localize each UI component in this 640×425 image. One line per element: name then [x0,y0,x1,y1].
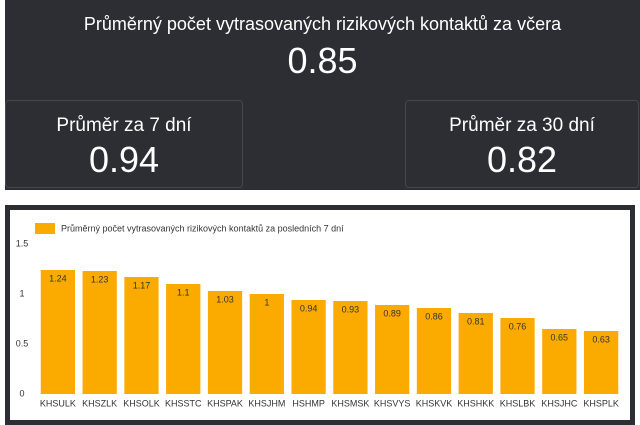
bar [166,284,201,394]
x-tick-label: KHSULK [40,398,76,408]
bar [458,313,493,394]
data-label: 0.94 [300,303,318,313]
x-tick-label: KHSLBK [500,398,536,408]
data-label: 0.63 [592,334,610,344]
legend-swatch [35,223,55,234]
kpi-card: Průměr za 7 dní 0.94 [5,100,243,188]
bar [207,291,243,394]
x-tick-label: KHSPAK [207,398,243,408]
bar [333,301,368,394]
bar [416,308,452,394]
bar [40,270,76,394]
card-title: Průměr za 7 dní [56,115,192,136]
data-label: 1.23 [91,274,109,284]
bar [375,305,410,394]
kpi-title: Průměrný počet vytrasovaných rizikových … [83,14,562,34]
bar [291,300,326,394]
x-tick-label: KHSMSK [331,398,369,408]
y-tick-label: 0.5 [16,338,29,348]
x-tick-label: KHSOLK [123,398,160,408]
bar [82,271,117,394]
legend-label: Průměrný počet vytrasovaných rizikových … [61,223,344,233]
card-value: 0.82 [486,139,558,180]
bar [500,318,535,394]
data-label: 0.81 [467,316,485,326]
bar [249,294,284,394]
kpi-panel: Průměrný počet vytrasovaných rizikových … [5,0,640,190]
x-tick-label: KHSPLK [583,398,619,408]
data-label: 1 [264,297,269,307]
data-label: 0.89 [383,308,401,318]
data-label: 1.03 [216,294,234,304]
x-tick-label: KHSSTC [165,398,202,408]
data-label: 0.76 [509,321,527,331]
card-value: 0.94 [88,139,160,180]
y-tick-label: 0 [19,388,24,398]
x-tick-label: HSHMP [292,398,325,408]
x-tick-label: KHSHKK [457,398,494,408]
bar [583,331,619,394]
x-tick-label: KHSJHM [248,398,285,408]
x-tick-label: KHSKVK [416,398,453,408]
x-tick-label: KHSJHC [541,398,578,408]
x-tick-label: KHSVYS [374,398,411,408]
data-label: 0.65 [551,332,569,342]
y-tick-label: 1.5 [16,238,29,248]
x-tick-label: KHSZLK [82,398,117,408]
kpi-card: Průměr za 30 dní 0.82 [405,100,639,188]
data-label: 1.1 [177,287,190,297]
y-tick-label: 1 [19,288,24,298]
bar [124,277,159,394]
data-label: 1.17 [133,280,151,290]
card-title: Průměr za 30 dní [449,115,595,136]
data-label: 1.24 [49,273,67,283]
kpi-value: 0.85 [287,40,358,81]
data-label: 0.86 [425,311,443,321]
bar [542,329,577,394]
data-label: 0.93 [342,304,360,314]
